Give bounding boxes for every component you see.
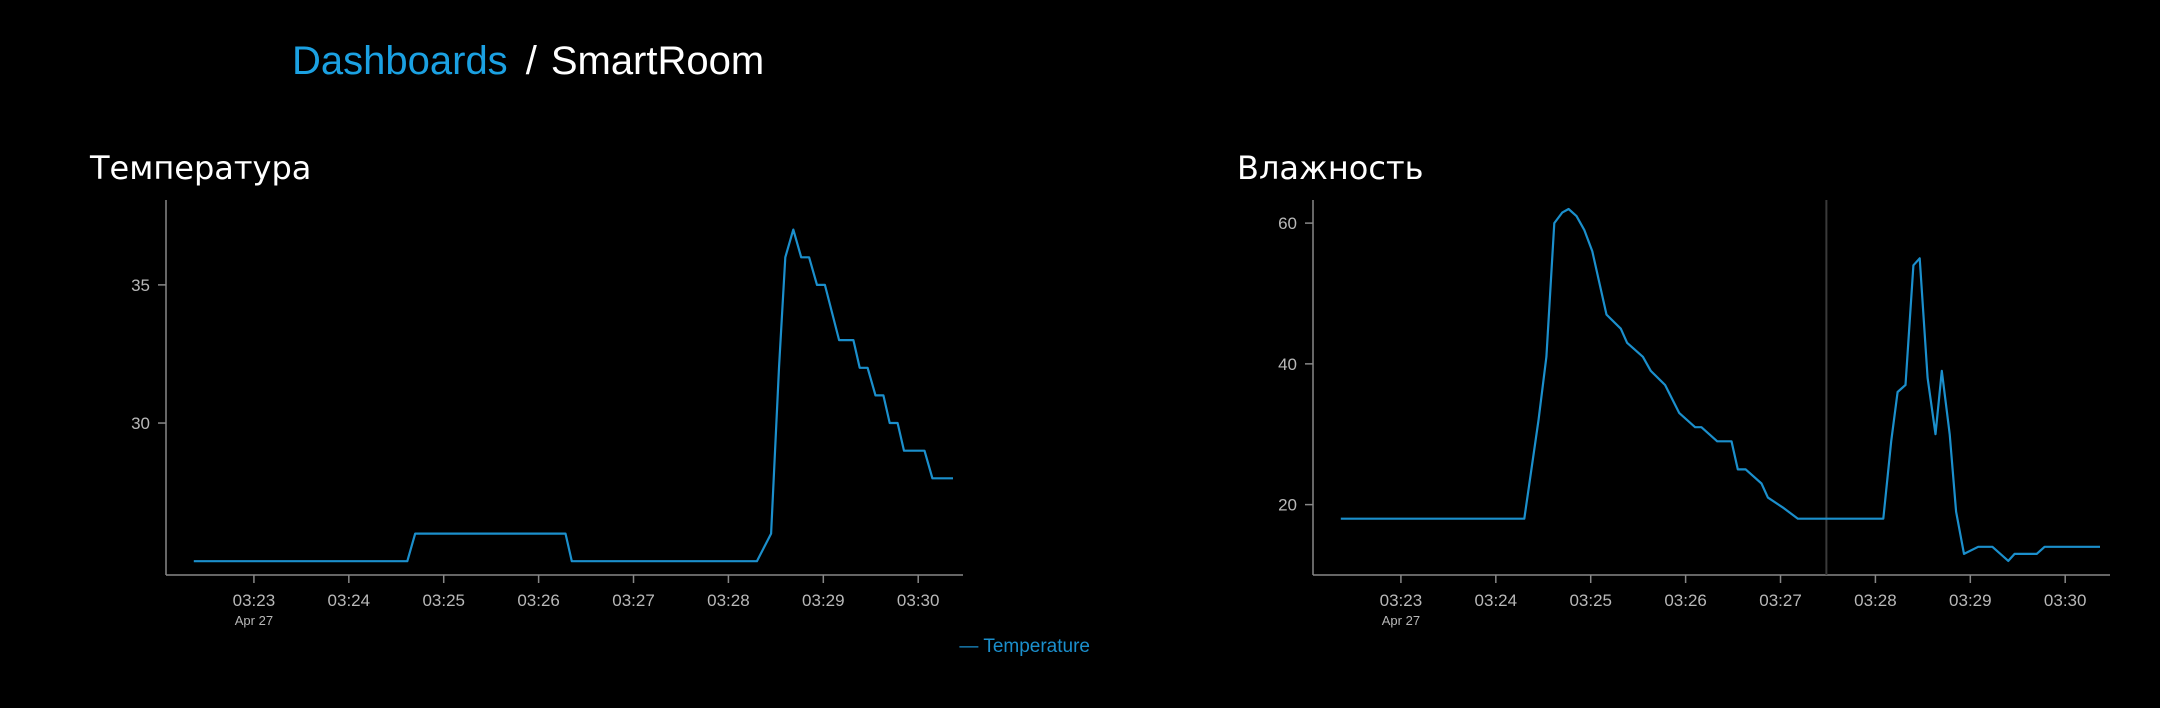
x-tick-label: 03:30 <box>897 591 940 610</box>
x-tick-label: 03:29 <box>1949 591 1992 610</box>
x-tick-label: 03:24 <box>1475 591 1518 610</box>
temperature-panel: Температура 30 35 03:23 Apr 27 03:24 03:25 03:… <box>90 140 1090 680</box>
x-tick-label: 03:30 <box>2044 591 2087 610</box>
series-line-temperature <box>193 228 953 563</box>
y-tick-label: 30 <box>131 414 150 433</box>
x-tick-label: 03:25 <box>1569 591 1612 610</box>
x-tick-label: 03:23 <box>233 591 276 610</box>
y-tick-label: 35 <box>131 276 150 295</box>
x-tick-label: 03:26 <box>1664 591 1707 610</box>
breadcrumb-current: SmartRoom <box>550 39 765 83</box>
temperature-legend-label: Temperature <box>983 636 1090 657</box>
x-tick-label: 03:29 <box>802 591 845 610</box>
x-tick-label: 03:28 <box>707 591 750 610</box>
x-tick-date-label: Apr 27 <box>1382 613 1420 628</box>
temperature-chart[interactable]: 30 35 03:23 Apr 27 03:24 03:25 03:26 03:27 03:28… <box>90 140 1090 680</box>
humidity-panel: Влажность 20 40 60 03:23 Apr 27 03:24 03:25 03:… <box>1237 140 2160 680</box>
x-tick-label: 03:26 <box>517 591 560 610</box>
breadcrumb-separator: / <box>525 39 537 83</box>
x-tick-date-label: Apr 27 <box>235 613 273 628</box>
x-tick-label: 03:23 <box>1380 591 1423 610</box>
temperature-chart-title: Температура <box>90 149 312 187</box>
x-tick-label: 03:27 <box>612 591 655 610</box>
y-tick-label: 40 <box>1278 355 1297 374</box>
breadcrumb-dashboards-link[interactable]: Dashboards <box>292 39 508 83</box>
series-line-rh <box>1340 207 2100 562</box>
x-tick-label: 03:25 <box>422 591 465 610</box>
y-tick-label: 20 <box>1278 496 1297 515</box>
x-tick-label: 03:28 <box>1854 591 1897 610</box>
humidity-chart[interactable]: 20 40 60 03:23 Apr 27 03:24 03:25 03:26 03:27 03:… <box>1237 140 2160 680</box>
y-tick-label: 60 <box>1278 214 1297 233</box>
temperature-legend-item[interactable]: — Temperature <box>959 636 1090 657</box>
humidity-chart-title: Влажность <box>1237 149 1424 187</box>
x-tick-label: 03:27 <box>1759 591 1802 610</box>
breadcrumb: Dashboards / SmartRoom <box>292 36 764 86</box>
x-tick-label: 03:24 <box>328 591 371 610</box>
